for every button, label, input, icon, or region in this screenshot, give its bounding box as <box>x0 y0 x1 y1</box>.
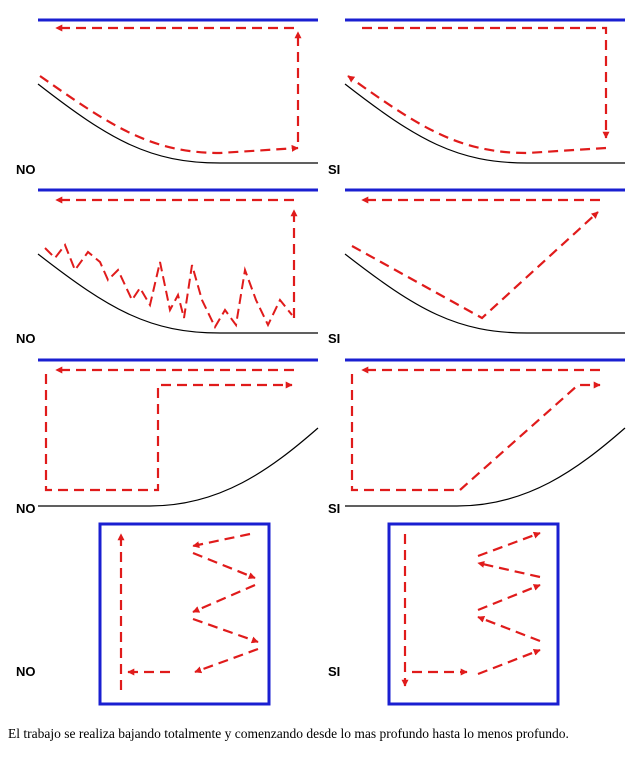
work-path <box>350 374 601 492</box>
panel-row2-right <box>344 188 625 334</box>
work-path <box>347 75 607 155</box>
panel-row1-left <box>37 18 318 164</box>
bottom-profile <box>37 253 318 334</box>
panel-row4-right <box>387 522 560 706</box>
verdict-label: NO <box>16 331 36 346</box>
work-path <box>477 648 541 676</box>
verdict-label: NO <box>16 664 36 679</box>
pit-frame <box>98 522 271 706</box>
work-path <box>192 617 259 644</box>
panel-row4-left <box>98 522 271 706</box>
bottom-profile <box>38 427 319 507</box>
work-path <box>39 75 299 155</box>
panel-row1-right <box>344 18 625 164</box>
panel-row2-left <box>37 188 318 334</box>
work-path <box>477 560 541 579</box>
work-path <box>44 374 293 492</box>
work-path <box>192 532 251 549</box>
verdict-label: NO <box>16 501 36 516</box>
verdict-label: SI <box>328 331 341 346</box>
bottom-profile <box>344 253 625 334</box>
verdict-label: SI <box>328 501 341 516</box>
panel-row3-left <box>38 358 319 507</box>
pit-frame <box>387 522 560 706</box>
bottom-profile <box>345 427 626 507</box>
bottom-profile <box>344 83 625 164</box>
verdict-label: SI <box>328 162 341 177</box>
verdict-label: SI <box>328 664 341 679</box>
panel-row3-right <box>345 358 626 507</box>
work-path <box>192 583 256 614</box>
figure-caption: El trabajo se realiza bajando totalmente… <box>8 726 569 741</box>
work-path <box>194 647 259 674</box>
work-path <box>351 211 599 320</box>
work-path <box>362 26 610 139</box>
work-path <box>192 551 256 580</box>
verdict-label: NO <box>16 162 36 177</box>
bottom-profile <box>37 83 318 164</box>
work-path <box>477 615 541 643</box>
work-path <box>44 242 293 330</box>
work-path <box>477 583 541 612</box>
work-path <box>477 531 541 558</box>
